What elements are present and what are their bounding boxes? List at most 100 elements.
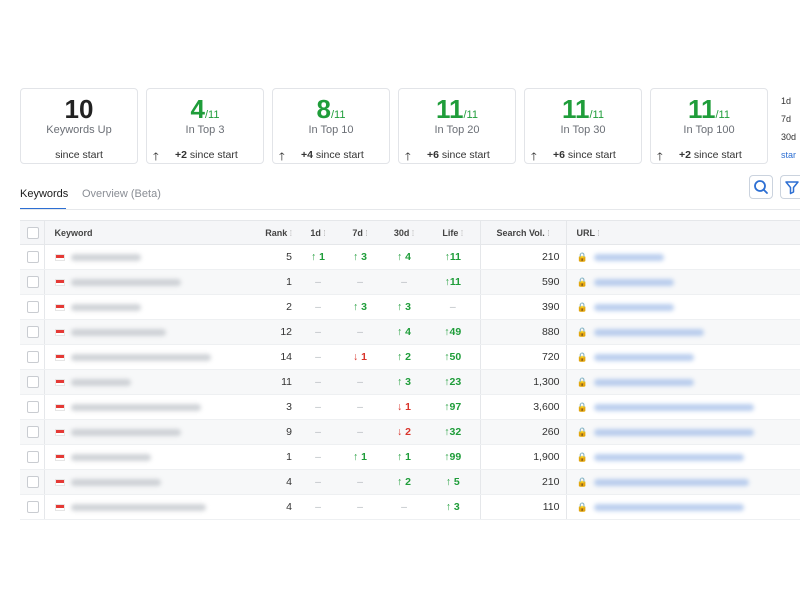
row-select-cell bbox=[20, 269, 45, 295]
redacted-keyword[interactable] bbox=[70, 503, 206, 511]
redacted-url-link[interactable] bbox=[593, 378, 694, 386]
header-rank[interactable]: Rank ⁞ bbox=[252, 220, 298, 245]
row-checkbox[interactable] bbox=[27, 276, 39, 289]
row-checkbox[interactable] bbox=[27, 376, 39, 389]
table-row[interactable]: 1 – ↑ 1 ↑ 1 ↑99 1,900 🔒 bbox=[20, 444, 800, 470]
row-checkbox[interactable] bbox=[27, 351, 39, 364]
rank-change: ↑ 1 bbox=[352, 451, 367, 463]
tab-keywords[interactable]: Keywords bbox=[20, 188, 69, 200]
rank-cell: 12 bbox=[252, 319, 298, 345]
table-row[interactable]: 12 – – ↑ 4 ↑49 880 🔒 bbox=[20, 319, 800, 345]
redacted-url-link[interactable] bbox=[593, 453, 744, 461]
redacted-url-link[interactable] bbox=[593, 278, 674, 286]
card-keywords-up: 10 Keywords Up since start bbox=[20, 88, 138, 164]
redacted-url-link[interactable] bbox=[593, 503, 744, 511]
table-row[interactable]: 5 ↑ 1 ↑ 3 ↑ 4 ↑11 210 🔒 bbox=[20, 244, 800, 270]
keyword-cell bbox=[44, 469, 252, 495]
rank-change-cell: ↑ 4 bbox=[382, 244, 426, 270]
row-checkbox[interactable] bbox=[27, 251, 39, 264]
row-select-cell bbox=[20, 319, 45, 345]
rank-cell: 2 bbox=[252, 294, 298, 320]
lock-icon: 🔒 bbox=[576, 301, 588, 312]
rank-change: – bbox=[315, 301, 321, 313]
redacted-keyword[interactable] bbox=[70, 478, 161, 486]
redacted-url-link[interactable] bbox=[593, 403, 754, 411]
redacted-url-link[interactable] bbox=[593, 478, 749, 486]
redacted-url-link[interactable] bbox=[593, 328, 704, 336]
row-checkbox[interactable] bbox=[27, 401, 39, 414]
redacted-keyword[interactable] bbox=[70, 253, 141, 261]
rank-change-cell: ↑ 2 bbox=[382, 469, 426, 495]
row-checkbox[interactable] bbox=[27, 301, 39, 314]
row-checkbox[interactable] bbox=[27, 476, 39, 489]
header-7d[interactable]: 7d ⁞ bbox=[338, 220, 382, 245]
redacted-url-link[interactable] bbox=[593, 353, 694, 361]
period-option-30d[interactable]: 30d bbox=[781, 132, 797, 142]
redacted-keyword[interactable] bbox=[70, 328, 166, 336]
arrow-up-icon: 🡑 bbox=[531, 151, 537, 163]
rank-change: ↓ 1 bbox=[396, 401, 411, 413]
rank-cell: 1 bbox=[252, 269, 298, 295]
redacted-keyword[interactable] bbox=[70, 453, 151, 461]
rank-change-cell: ↓ 2 bbox=[382, 419, 426, 445]
row-select-cell bbox=[20, 244, 45, 270]
redacted-url-link[interactable] bbox=[593, 303, 674, 311]
select-all-checkbox[interactable] bbox=[27, 226, 39, 239]
filter-button[interactable] bbox=[780, 175, 800, 199]
keywords-table: Keyword Rank ⁞ 1d ⁞ 7d ⁞ 30d ⁞ Life ⁞ Se… bbox=[20, 220, 800, 520]
header-search-vol[interactable]: Search Vol. ⁞ bbox=[480, 220, 567, 245]
keyword-cell bbox=[44, 319, 252, 345]
redacted-keyword[interactable] bbox=[70, 428, 181, 436]
rank-change: – bbox=[315, 501, 321, 513]
row-select-cell bbox=[20, 444, 45, 470]
redacted-keyword[interactable] bbox=[70, 403, 201, 411]
table-row[interactable]: 3 – – ↓ 1 ↑97 3,600 🔒 bbox=[20, 394, 800, 420]
header-30d[interactable]: 30d ⁞ bbox=[382, 220, 426, 245]
search-volume-cell: 210 bbox=[480, 469, 567, 495]
card-label: In Top 10 bbox=[308, 124, 354, 136]
redacted-url-link[interactable] bbox=[593, 253, 664, 261]
table-row[interactable]: 11 – – ↑ 3 ↑23 1,300 🔒 bbox=[20, 369, 800, 395]
rank-change: – bbox=[357, 276, 363, 288]
redacted-url-link[interactable] bbox=[593, 428, 754, 436]
header-url[interactable]: URL ⁞ bbox=[566, 220, 800, 245]
table-row[interactable]: 1 – – – ↑11 590 🔒 bbox=[20, 269, 800, 295]
table-row[interactable]: 4 – – – ↑ 3 110 🔒 bbox=[20, 494, 800, 520]
url-cell: 🔒 bbox=[566, 344, 800, 370]
search-icon bbox=[754, 180, 768, 194]
row-checkbox[interactable] bbox=[27, 451, 39, 464]
card-label: In Top 100 bbox=[683, 124, 735, 136]
period-option-start[interactable]: star bbox=[781, 150, 797, 160]
rank-change-cell: – bbox=[338, 319, 382, 345]
rank-change: – bbox=[315, 401, 321, 413]
rank-change: ↑ 3 bbox=[352, 301, 367, 313]
row-checkbox[interactable] bbox=[27, 501, 39, 514]
redacted-keyword[interactable] bbox=[70, 378, 131, 386]
summary-cards: 10 Keywords Up since start 4/11 In Top 3… bbox=[20, 88, 800, 166]
table-row[interactable]: 14 – ↓ 1 ↑ 2 ↑50 720 🔒 bbox=[20, 344, 800, 370]
row-checkbox[interactable] bbox=[27, 326, 39, 339]
header-keyword[interactable]: Keyword bbox=[44, 220, 252, 245]
redacted-keyword[interactable] bbox=[70, 303, 141, 311]
rank-change-cell: ↑97 bbox=[426, 394, 481, 420]
rank-change-cell: – bbox=[338, 469, 382, 495]
search-volume-cell: 1,300 bbox=[480, 369, 567, 395]
lock-icon: 🔒 bbox=[576, 476, 588, 487]
table-row[interactable]: 2 – ↑ 3 ↑ 3 – 390 🔒 bbox=[20, 294, 800, 320]
rank-change-cell: ↑49 bbox=[426, 319, 481, 345]
period-option-7d[interactable]: 7d bbox=[781, 114, 792, 124]
rank-cell: 1 bbox=[252, 444, 298, 470]
redacted-keyword[interactable] bbox=[70, 278, 181, 286]
tab-overview[interactable]: Overview (Beta) bbox=[82, 188, 161, 200]
table-row[interactable]: 9 – – ↓ 2 ↑32 260 🔒 bbox=[20, 419, 800, 445]
header-1d[interactable]: 1d ⁞ bbox=[298, 220, 338, 245]
period-option-1d[interactable]: 1d bbox=[781, 96, 792, 106]
rank-change-cell: – bbox=[382, 269, 426, 295]
search-button[interactable] bbox=[749, 175, 773, 199]
table-row[interactable]: 4 – – ↑ 2 ↑ 5 210 🔒 bbox=[20, 469, 800, 495]
header-life[interactable]: Life ⁞ bbox=[426, 220, 481, 245]
rank-change-cell: ↑ 3 bbox=[382, 369, 426, 395]
redacted-keyword[interactable] bbox=[70, 353, 211, 361]
url-cell: 🔒 bbox=[566, 294, 800, 320]
row-checkbox[interactable] bbox=[27, 426, 39, 439]
